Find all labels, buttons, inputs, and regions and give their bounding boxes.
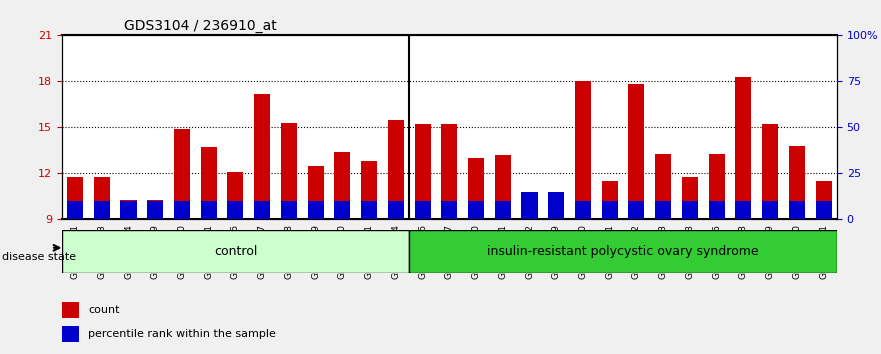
Bar (67, 201, 83, 219)
Bar (628, 201, 645, 219)
Bar (307, 201, 323, 219)
Bar (548, 192, 564, 219)
Bar (254, 201, 270, 219)
Bar (548, 210, 564, 219)
Bar (361, 201, 377, 219)
Text: disease state: disease state (2, 252, 76, 262)
Text: count: count (88, 305, 120, 315)
Bar (602, 181, 618, 219)
Bar (388, 201, 403, 219)
Bar (415, 201, 431, 219)
Bar (522, 207, 537, 219)
Bar (121, 201, 137, 219)
Text: GDS3104 / 236910_at: GDS3104 / 236910_at (123, 19, 277, 33)
Bar (708, 201, 725, 219)
Bar (628, 85, 645, 219)
FancyBboxPatch shape (62, 230, 409, 273)
Bar (788, 146, 805, 219)
Bar (736, 77, 751, 219)
Bar (788, 201, 805, 219)
Bar (682, 177, 698, 219)
Bar (655, 201, 671, 219)
Bar (281, 201, 297, 219)
Bar (816, 201, 832, 219)
Text: control: control (214, 245, 257, 258)
Bar (174, 129, 190, 219)
Bar (816, 181, 832, 219)
Bar (93, 177, 110, 219)
Bar (388, 120, 403, 219)
Bar (762, 201, 778, 219)
Bar (93, 201, 110, 219)
Bar (708, 154, 725, 219)
FancyBboxPatch shape (409, 230, 837, 273)
Bar (522, 192, 537, 219)
Bar (575, 201, 591, 219)
Bar (441, 124, 457, 219)
Bar (62, 302, 79, 318)
Bar (682, 201, 698, 219)
Bar (147, 201, 163, 219)
Bar (602, 201, 618, 219)
Bar (121, 200, 137, 219)
Bar (201, 147, 217, 219)
Bar (736, 201, 751, 219)
Bar (62, 326, 79, 342)
Bar (174, 201, 190, 219)
Bar (281, 123, 297, 219)
Bar (468, 201, 484, 219)
Bar (335, 201, 351, 219)
Bar (655, 154, 671, 219)
Bar (227, 172, 243, 219)
Bar (67, 177, 83, 219)
Bar (361, 161, 377, 219)
Bar (441, 201, 457, 219)
Bar (762, 124, 778, 219)
Bar (495, 155, 511, 219)
Bar (227, 201, 243, 219)
Bar (468, 158, 484, 219)
Bar (307, 166, 323, 219)
Bar (201, 201, 217, 219)
Text: percentile rank within the sample: percentile rank within the sample (88, 329, 276, 339)
Bar (254, 94, 270, 219)
Text: insulin-resistant polycystic ovary syndrome: insulin-resistant polycystic ovary syndr… (487, 245, 759, 258)
Bar (575, 81, 591, 219)
Bar (335, 152, 351, 219)
Bar (147, 200, 163, 219)
Bar (495, 201, 511, 219)
Bar (415, 124, 431, 219)
